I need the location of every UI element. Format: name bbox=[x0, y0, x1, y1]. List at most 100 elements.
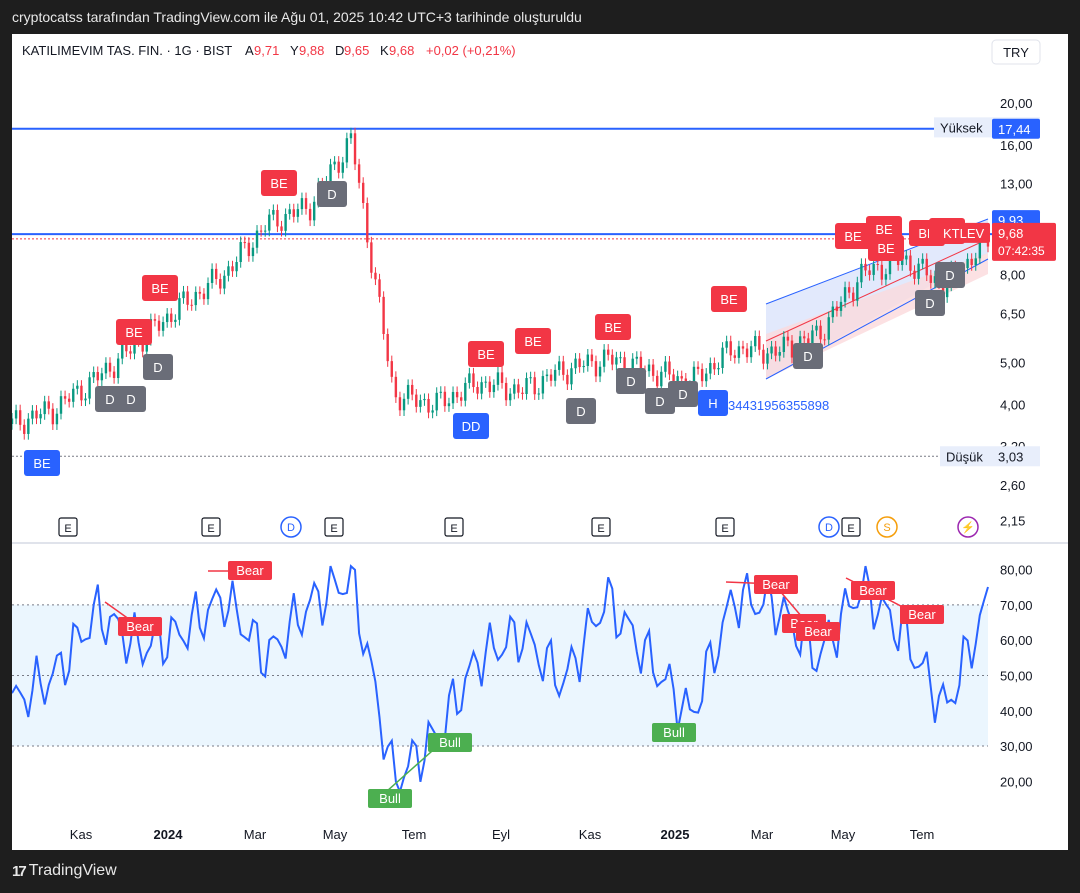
signal-d-label: D bbox=[645, 388, 675, 414]
ticker-tag-text: KTLEV bbox=[943, 226, 985, 241]
candle-body bbox=[80, 385, 83, 401]
candle-body bbox=[161, 322, 165, 331]
currency-button[interactable]: TRY bbox=[991, 39, 1041, 65]
candle-body bbox=[509, 393, 512, 401]
ticker-tag[interactable]: KTLEV bbox=[936, 222, 990, 243]
rsi-tick: 30,00 bbox=[1000, 739, 1033, 754]
candle-body bbox=[827, 317, 830, 340]
candle-body bbox=[455, 391, 459, 398]
signal-d-label: D bbox=[915, 290, 945, 316]
tradingview-logo-icon: 17 bbox=[12, 862, 27, 880]
price-axis[interactable]: 20,0016,0013,008,006,505,004,003,202,602… bbox=[934, 96, 1056, 528]
event-marker[interactable]: E bbox=[324, 517, 344, 537]
signal-d-label-text: D bbox=[678, 387, 687, 402]
chart-panel[interactable]: KATILIMEVIM TAS. FIN. · 1G · BIST A 9,71… bbox=[10, 34, 1068, 850]
brand-name: TradingView bbox=[28, 862, 117, 879]
candle-body bbox=[390, 361, 393, 377]
candle-body bbox=[631, 358, 634, 377]
bear-label: Bear bbox=[796, 622, 840, 641]
event-marker[interactable]: E bbox=[444, 517, 464, 537]
tradingview-brand[interactable]: 17 TradingView bbox=[12, 862, 117, 880]
event-markers[interactable]: E E D E E E E D E S ⚡ bbox=[58, 516, 979, 538]
line-level-tag-text: 17,44 bbox=[998, 122, 1031, 137]
candle-body bbox=[304, 198, 308, 209]
candle-body bbox=[921, 258, 924, 264]
candle-body bbox=[27, 418, 30, 434]
signal-h-label: H bbox=[698, 390, 728, 416]
price-tick: 13,00 bbox=[1000, 177, 1033, 192]
signal-d-label-box bbox=[793, 343, 823, 369]
price-chart[interactable]: KATILIMEVIM TAS. FIN. · 1G · BIST A 9,71… bbox=[10, 34, 1068, 850]
candle-body bbox=[925, 258, 928, 276]
event-marker[interactable]: D bbox=[818, 516, 840, 538]
candle-body bbox=[247, 242, 251, 257]
candle-body bbox=[839, 301, 843, 311]
event-marker[interactable]: ⚡ bbox=[957, 516, 979, 538]
candle-body bbox=[235, 262, 238, 272]
event-marker[interactable]: E bbox=[715, 517, 735, 537]
signal-d-label: D bbox=[317, 181, 347, 207]
candle-body bbox=[525, 378, 528, 395]
candle-body bbox=[558, 361, 561, 370]
event-marker-text: S bbox=[883, 522, 890, 534]
event-marker[interactable]: E bbox=[841, 517, 861, 537]
signal-be-label: BE bbox=[711, 286, 747, 312]
signal-d-label-box bbox=[616, 368, 646, 394]
event-marker[interactable]: D bbox=[280, 516, 302, 538]
event-marker-text: ⚡ bbox=[961, 521, 975, 534]
signal-d-label-text: D bbox=[327, 187, 336, 202]
signal-d-label-text: D bbox=[945, 268, 954, 283]
candle-body bbox=[47, 401, 50, 409]
event-marker[interactable]: S bbox=[876, 516, 898, 538]
candle-body bbox=[484, 381, 487, 383]
candle-body bbox=[754, 336, 757, 347]
candle-body bbox=[884, 274, 888, 280]
signal-d-label-box bbox=[935, 262, 965, 288]
high-value: 9,88 bbox=[299, 43, 324, 58]
candle-body bbox=[157, 320, 161, 331]
event-marker[interactable]: E bbox=[591, 517, 611, 537]
candle-body bbox=[807, 338, 810, 344]
event-marker[interactable]: E bbox=[58, 517, 78, 537]
candle-body bbox=[847, 287, 851, 293]
event-circle-icon bbox=[957, 516, 979, 538]
signal-be-label-box bbox=[142, 275, 178, 301]
candle-body bbox=[292, 209, 295, 217]
candle-body bbox=[378, 279, 381, 297]
candle-body bbox=[435, 392, 438, 411]
candle-body bbox=[116, 358, 120, 378]
candle-body bbox=[504, 382, 508, 401]
candle-body bbox=[10, 418, 14, 425]
candle-body bbox=[819, 325, 822, 340]
candle-body bbox=[815, 325, 818, 331]
signal-be-label-box bbox=[468, 341, 504, 367]
time-tick: Kas bbox=[70, 827, 93, 842]
event-marker[interactable]: E bbox=[201, 517, 221, 537]
signal-be-label-text: BE bbox=[477, 347, 495, 362]
candle-body bbox=[427, 398, 430, 413]
signal-be-label: BE bbox=[868, 235, 904, 261]
rsi-axis[interactable]: 80,00 70,00 60,00 50,00 40,00 30,00 20,00 bbox=[1000, 563, 1033, 790]
event-earnings-icon bbox=[201, 517, 221, 537]
event-marker-text: E bbox=[64, 523, 71, 535]
candle-body bbox=[419, 400, 422, 407]
candle-body bbox=[856, 282, 859, 301]
candle-body bbox=[741, 346, 745, 349]
candle-body bbox=[182, 291, 185, 299]
rsi-tick: 60,00 bbox=[1000, 633, 1033, 648]
signal-d-label-box bbox=[645, 388, 675, 414]
candle-body bbox=[647, 364, 651, 372]
candle-body bbox=[611, 354, 614, 365]
change-value: +0,02 (+0,21%) bbox=[426, 43, 516, 58]
candle-body bbox=[721, 347, 724, 368]
candle-body bbox=[476, 387, 479, 394]
candle-body bbox=[905, 255, 908, 260]
time-axis[interactable]: Kas 2024 Mar May Tem Eyl Kas 2025 Mar May Tem bbox=[70, 827, 934, 842]
line-level-tag[interactable]: 17,44 bbox=[992, 118, 1040, 139]
candle-body bbox=[651, 364, 655, 376]
candle-body bbox=[615, 357, 618, 365]
candle-body bbox=[590, 354, 594, 362]
last-price-tag[interactable]: 9,68 07:42:35 bbox=[992, 222, 1056, 261]
horizontal-lines[interactable] bbox=[12, 127, 992, 457]
signal-be-label-box bbox=[261, 170, 297, 196]
